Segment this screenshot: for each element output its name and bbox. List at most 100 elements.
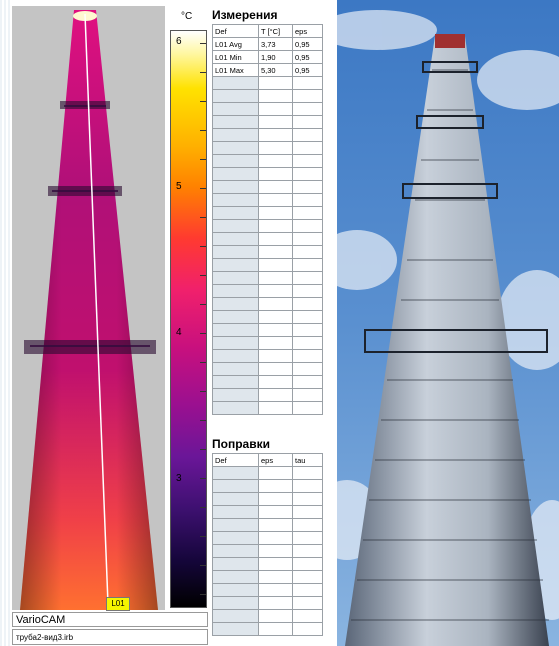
table-row[interactable]: L01 Min 1,90 0,95 [212, 50, 323, 64]
table-cell[interactable] [292, 323, 323, 337]
table-row[interactable] [212, 76, 323, 90]
table-cell[interactable] [258, 219, 293, 233]
table-cell[interactable] [258, 141, 293, 155]
table-cell[interactable] [292, 349, 323, 363]
table-row[interactable] [212, 466, 323, 480]
table-cell[interactable] [212, 531, 259, 545]
table-row[interactable] [212, 89, 323, 103]
table-cell[interactable] [292, 622, 323, 636]
table-cell[interactable] [212, 479, 259, 493]
table-cell[interactable] [212, 89, 259, 103]
table-cell[interactable] [212, 193, 259, 207]
table-row[interactable] [212, 245, 323, 259]
table-cell[interactable] [212, 180, 259, 194]
table-cell[interactable] [292, 531, 323, 545]
table-cell[interactable] [292, 557, 323, 571]
table-cell[interactable] [292, 518, 323, 532]
table-cell[interactable] [258, 401, 293, 415]
table-cell[interactable] [258, 102, 293, 116]
table-cell[interactable]: 0,95 [292, 63, 323, 77]
table-row[interactable] [212, 479, 323, 493]
table-row[interactable] [212, 219, 323, 233]
table-cell[interactable] [258, 115, 293, 129]
table-cell[interactable] [212, 258, 259, 272]
table-cell[interactable]: L01 Avg [212, 37, 259, 51]
table-cell[interactable] [258, 479, 293, 493]
table-cell[interactable] [212, 284, 259, 298]
table-cell[interactable] [292, 128, 323, 142]
column-header-def[interactable]: Def [212, 24, 259, 38]
table-row[interactable] [212, 206, 323, 220]
table-cell[interactable] [258, 232, 293, 246]
table-row[interactable] [212, 154, 323, 168]
table-row[interactable] [212, 141, 323, 155]
table-cell[interactable] [292, 167, 323, 181]
table-row[interactable] [212, 102, 323, 116]
table-cell[interactable] [258, 531, 293, 545]
table-cell[interactable] [292, 401, 323, 415]
table-cell[interactable] [292, 583, 323, 597]
table-row[interactable] [212, 180, 323, 194]
table-row[interactable] [212, 362, 323, 376]
table-cell[interactable] [258, 154, 293, 168]
table-cell[interactable] [258, 375, 293, 389]
table-cell[interactable] [212, 518, 259, 532]
table-cell[interactable] [258, 622, 293, 636]
table-cell[interactable] [212, 505, 259, 519]
table-cell[interactable] [258, 583, 293, 597]
table-cell[interactable] [258, 180, 293, 194]
table-cell[interactable] [292, 89, 323, 103]
table-cell[interactable] [292, 141, 323, 155]
table-row[interactable] [212, 505, 323, 519]
table-cell[interactable]: 5,30 [258, 63, 293, 77]
table-cell[interactable] [212, 128, 259, 142]
table-cell[interactable] [258, 349, 293, 363]
table-cell[interactable] [258, 557, 293, 571]
table-cell[interactable] [292, 258, 323, 272]
table-row[interactable] [212, 401, 323, 415]
table-row[interactable] [212, 297, 323, 311]
table-row[interactable] [212, 336, 323, 350]
table-row[interactable] [212, 622, 323, 636]
table-cell[interactable] [292, 102, 323, 116]
table-cell[interactable] [292, 245, 323, 259]
table-cell[interactable] [292, 271, 323, 285]
table-cell[interactable] [212, 375, 259, 389]
table-row[interactable] [212, 544, 323, 558]
table-cell[interactable] [292, 310, 323, 324]
column-header-eps[interactable]: eps [258, 453, 293, 467]
table-cell[interactable] [212, 219, 259, 233]
table-cell[interactable] [212, 245, 259, 259]
table-cell[interactable] [292, 206, 323, 220]
table-cell[interactable] [258, 362, 293, 376]
table-cell[interactable] [212, 271, 259, 285]
table-row[interactable] [212, 323, 323, 337]
table-cell[interactable] [292, 232, 323, 246]
table-row[interactable] [212, 310, 323, 324]
column-header-def[interactable]: Def [212, 453, 259, 467]
table-cell[interactable] [212, 102, 259, 116]
table-cell[interactable] [292, 388, 323, 402]
table-cell[interactable]: 0,95 [292, 37, 323, 51]
table-cell[interactable] [292, 375, 323, 389]
table-cell[interactable] [258, 206, 293, 220]
column-header-temp[interactable]: T [°C] [258, 24, 293, 38]
table-cell[interactable] [258, 128, 293, 142]
table-row[interactable] [212, 115, 323, 129]
table-cell[interactable] [258, 297, 293, 311]
table-cell[interactable] [212, 557, 259, 571]
table-cell[interactable] [258, 284, 293, 298]
table-cell[interactable] [212, 544, 259, 558]
table-cell[interactable] [292, 570, 323, 584]
table-row[interactable] [212, 271, 323, 285]
table-cell[interactable] [212, 583, 259, 597]
table-row[interactable] [212, 518, 323, 532]
table-cell[interactable] [212, 297, 259, 311]
table-cell[interactable] [292, 180, 323, 194]
table-cell[interactable] [258, 609, 293, 623]
table-cell[interactable] [292, 297, 323, 311]
table-cell[interactable] [212, 115, 259, 129]
table-cell[interactable] [212, 323, 259, 337]
table-row[interactable] [212, 128, 323, 142]
table-cell[interactable] [258, 193, 293, 207]
